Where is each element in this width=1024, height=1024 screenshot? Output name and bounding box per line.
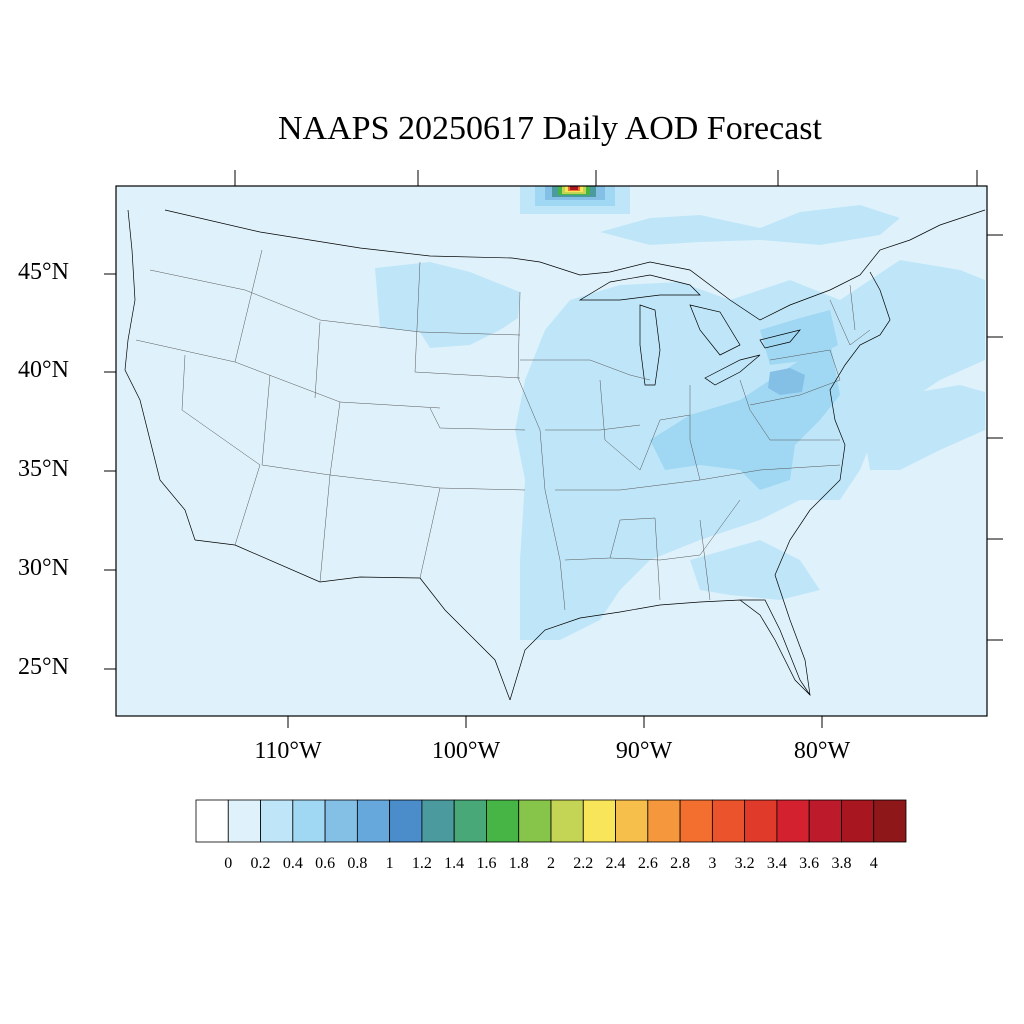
colorbar-tick-label: 3.6 bbox=[799, 855, 820, 872]
colorbar-tick-label: 1.4 bbox=[444, 855, 465, 872]
colorbar-swatch bbox=[582, 799, 616, 843]
colorbar bbox=[195, 799, 907, 843]
colorbar-swatch bbox=[421, 799, 455, 843]
colorbar-tick-label: 4 bbox=[869, 855, 878, 872]
colorbar-swatch bbox=[679, 799, 713, 843]
colorbar-swatch bbox=[227, 799, 261, 843]
colorbar-swatch bbox=[744, 799, 778, 843]
colorbar-tick-label: 0 bbox=[224, 855, 233, 872]
lake-michigan bbox=[639, 304, 661, 386]
aod-region-pennsylvania bbox=[768, 368, 805, 395]
lat-label-40: 40°N bbox=[18, 357, 69, 383]
colorbar-swatch bbox=[776, 799, 810, 843]
lat-label-30: 30°N bbox=[18, 555, 69, 581]
colorbar-tick-label: 3.2 bbox=[734, 855, 755, 872]
colorbar-swatch bbox=[292, 799, 326, 843]
colorbar-swatch bbox=[841, 799, 875, 843]
map-outlines bbox=[124, 209, 986, 701]
colorbar-tick-label: 0.2 bbox=[250, 855, 271, 872]
west-coast bbox=[124, 209, 196, 541]
colorbar-swatch bbox=[453, 799, 487, 843]
colorbar-tick-label: 1 bbox=[385, 855, 394, 872]
colorbar-tick-label: 2.4 bbox=[605, 855, 626, 872]
colorbar-swatch bbox=[195, 799, 229, 843]
colorbar-tick-label: 2.6 bbox=[637, 855, 658, 872]
colorbar-swatch bbox=[486, 799, 520, 843]
aod-region-northern-band bbox=[600, 205, 900, 245]
aod-region-southeast-band bbox=[690, 540, 820, 600]
lake-erie bbox=[704, 354, 761, 386]
aod-region-atlantic bbox=[860, 385, 985, 470]
colorbar-tick-label: 1.6 bbox=[476, 855, 497, 872]
colorbar-swatch bbox=[711, 799, 746, 843]
state-borders bbox=[135, 249, 871, 611]
colorbar-tick-label: 0.6 bbox=[315, 855, 336, 872]
lat-label-45: 45°N bbox=[18, 259, 69, 285]
lat-label-35: 35°N bbox=[18, 456, 69, 482]
colorbar-swatch bbox=[615, 799, 649, 843]
colorbar-swatch bbox=[647, 799, 681, 843]
lon-label-100: 100°W bbox=[431, 738, 501, 764]
colorbar-tick-label: 3.4 bbox=[766, 855, 787, 872]
colorbar-swatch bbox=[518, 799, 552, 843]
colorbar-swatch bbox=[550, 799, 584, 843]
lon-label-110: 110°W bbox=[254, 738, 322, 764]
colorbar-tick-label: 2.2 bbox=[573, 855, 594, 872]
gulf-coast bbox=[509, 271, 891, 701]
colorbar-tick-label: 0.4 bbox=[282, 855, 303, 872]
colorbar-swatch bbox=[873, 799, 907, 843]
colorbar-swatch bbox=[389, 799, 423, 843]
lake-superior bbox=[578, 274, 701, 301]
aod-region-plains bbox=[375, 262, 520, 348]
colorbar-tick-label: 0.8 bbox=[347, 855, 368, 872]
colorbar-tick-label: 2.8 bbox=[670, 855, 691, 872]
florida bbox=[740, 599, 811, 696]
lon-label-90: 90°W bbox=[615, 738, 673, 764]
aod-field bbox=[375, 186, 985, 640]
colorbar-tick-label: 3.8 bbox=[831, 855, 852, 872]
lon-label-80: 80°W bbox=[793, 738, 851, 764]
colorbar-swatch bbox=[808, 799, 842, 843]
colorbar-tick-label: 1.8 bbox=[508, 855, 529, 872]
colorbar-tick-label: 3 bbox=[708, 855, 717, 872]
lake-ontario bbox=[759, 329, 801, 349]
colorbar-swatch bbox=[324, 799, 358, 843]
smoke-plume bbox=[520, 186, 630, 214]
axis-ticks bbox=[104, 170, 1003, 728]
aod-region-northeast bbox=[760, 310, 838, 365]
lat-label-25: 25°N bbox=[18, 654, 69, 680]
colorbar-swatch bbox=[260, 799, 294, 843]
colorbar-tick-label: 1.2 bbox=[411, 855, 432, 872]
lake-huron bbox=[689, 304, 741, 356]
canada-border bbox=[164, 209, 986, 321]
colorbar-tick-label: 2 bbox=[547, 855, 555, 872]
map-frame bbox=[115, 185, 988, 717]
page-title: NAAPS 20250617 Daily AOD Forecast bbox=[278, 110, 822, 147]
colorbar-swatch bbox=[356, 799, 391, 843]
